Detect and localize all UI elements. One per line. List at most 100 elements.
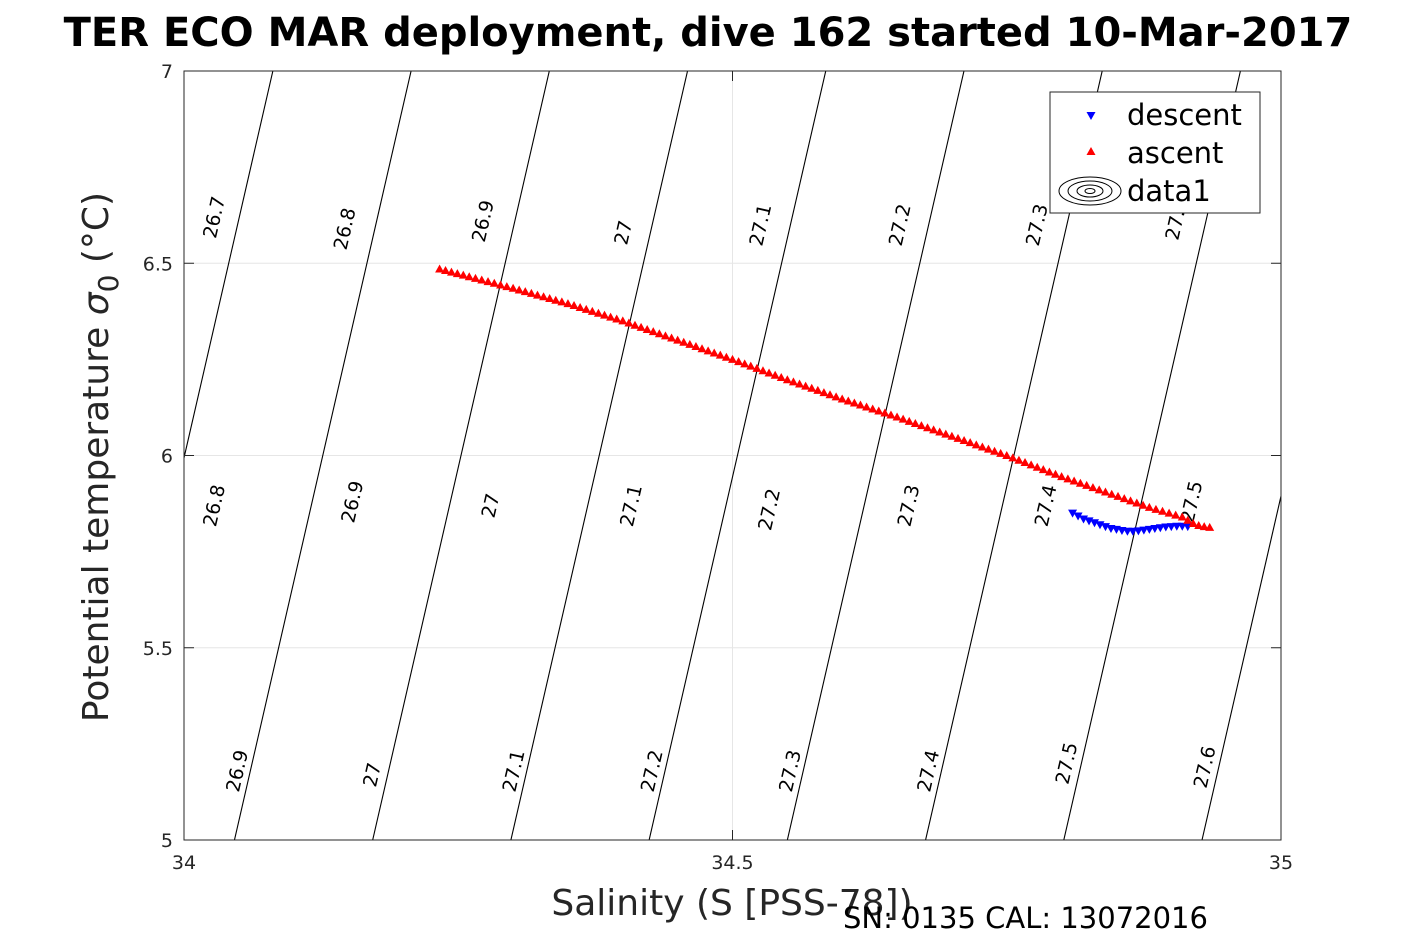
contour-label-bg — [464, 192, 498, 249]
ascent-point — [1051, 469, 1061, 478]
ascent-point — [673, 335, 683, 344]
y-tick-label: 6.5 — [143, 253, 173, 275]
ascent-point — [996, 448, 1006, 457]
ascent-point — [929, 425, 939, 434]
ascent-point — [728, 354, 737, 363]
contour-label-bg — [1027, 477, 1061, 534]
ascent-point — [441, 266, 451, 275]
ascent-point — [446, 267, 456, 276]
contour-label: 27 — [359, 761, 386, 789]
contour-label: 27.1 — [499, 748, 530, 794]
contour-label-bg — [475, 488, 504, 523]
ascent-point — [557, 297, 567, 306]
ascent-point — [837, 394, 847, 403]
axis-ticks: 34 34.5 35 5 5.5 6 6.5 7 — [143, 61, 1293, 874]
ascent-point — [965, 438, 975, 447]
ascent-point — [458, 270, 468, 279]
contour-label-bg — [890, 477, 924, 534]
ascent-point — [831, 392, 841, 401]
ascent-point — [947, 431, 957, 440]
ascent-point — [1100, 487, 1110, 496]
contour-label-bg — [751, 481, 785, 537]
ascent-point — [539, 292, 549, 301]
ascent-point — [685, 339, 695, 348]
contour-label-bg — [772, 742, 806, 799]
contour-label: 27.3 — [1022, 202, 1053, 248]
ascent-point — [1183, 515, 1193, 524]
ascent-point — [1126, 496, 1136, 505]
ascent-point — [1088, 483, 1098, 492]
ascent-point — [1020, 458, 1030, 467]
ascent-point — [624, 318, 634, 327]
ascent-point — [977, 442, 987, 451]
ascent-point — [849, 398, 859, 407]
isopycnal-line — [372, 71, 550, 840]
contour-label: 27 — [478, 491, 505, 519]
ascent-point — [795, 379, 805, 388]
x-tick-label: 35 — [1269, 852, 1293, 874]
ascent-point — [813, 385, 823, 394]
ascent-point — [502, 282, 512, 291]
contour-label: 26.8 — [330, 206, 361, 252]
ascent-point — [953, 433, 963, 442]
ascent-point — [904, 416, 914, 425]
ascent-point — [1014, 455, 1024, 464]
ascent-point — [1026, 460, 1036, 469]
contour-label: 27.1 — [616, 483, 647, 529]
ascent-point — [452, 269, 462, 278]
legend-descent-marker — [1086, 112, 1096, 120]
ascent-point — [667, 333, 677, 342]
isopycnal-line — [1314, 0, 1417, 945]
contour-labels: 26.7 26.8 26.9 27 27.1 27.2 27.3 27.26.8 26.9 27 2… — [196, 189, 1221, 799]
ascent-point — [1082, 480, 1092, 489]
descent-point — [1155, 524, 1165, 533]
descent-point — [1166, 523, 1176, 532]
contour-label-bg — [742, 196, 776, 253]
contour-label-bg — [334, 473, 368, 530]
contour-label: 27.6 — [1190, 744, 1221, 790]
contour-label: 26.8 — [199, 483, 230, 529]
contour-label-bg — [612, 477, 647, 534]
ascent-point — [581, 304, 591, 313]
ascent-point — [600, 310, 610, 319]
legend-ascent-marker — [1086, 147, 1096, 155]
y-tick-label: 6 — [161, 446, 173, 468]
ascent-point — [636, 322, 646, 331]
ascent-point — [819, 388, 829, 397]
ascent-point — [770, 370, 780, 379]
ascent-point — [1194, 520, 1204, 529]
legend-ascent-label: ascent — [1127, 136, 1223, 170]
ascent-point — [606, 312, 616, 321]
ascent-point — [435, 264, 445, 273]
descent-point — [1139, 526, 1149, 535]
ascent-point — [709, 348, 719, 357]
ascent-point — [825, 390, 835, 399]
descent-point — [1161, 523, 1171, 532]
contour-label-bg — [219, 742, 253, 799]
x-axis-label: Salinity (S [PSS-78]) — [551, 883, 912, 924]
ascent-point — [910, 418, 920, 427]
ascent-point — [1044, 467, 1054, 476]
ascent-point — [916, 421, 926, 430]
x-tick-label: 34.5 — [711, 852, 753, 874]
serial-calibration-text: SN: 0135 CAL: 13072016 — [843, 901, 1208, 935]
contour-label-bg — [881, 196, 915, 253]
ascent-point — [855, 400, 865, 409]
contour-label: 27.3 — [775, 748, 806, 794]
ascent-point — [612, 314, 622, 323]
ascent-point — [520, 287, 530, 296]
ascent-point — [868, 404, 878, 413]
ascent-point — [1205, 522, 1215, 531]
ascent-point — [1188, 519, 1198, 528]
ascent-point — [464, 272, 474, 281]
ascent-point — [843, 396, 853, 405]
ascent-point — [776, 372, 786, 381]
chart-title: TER ECO MAR deployment, dive 162 started… — [64, 10, 1353, 56]
ascent-point — [892, 412, 902, 421]
legend-box — [1049, 91, 1261, 214]
contour-label: 26.9 — [337, 479, 368, 525]
ascent-point — [758, 366, 768, 375]
ascent-point — [563, 299, 573, 308]
ascent-point — [551, 295, 561, 304]
ascent-point — [477, 275, 487, 284]
